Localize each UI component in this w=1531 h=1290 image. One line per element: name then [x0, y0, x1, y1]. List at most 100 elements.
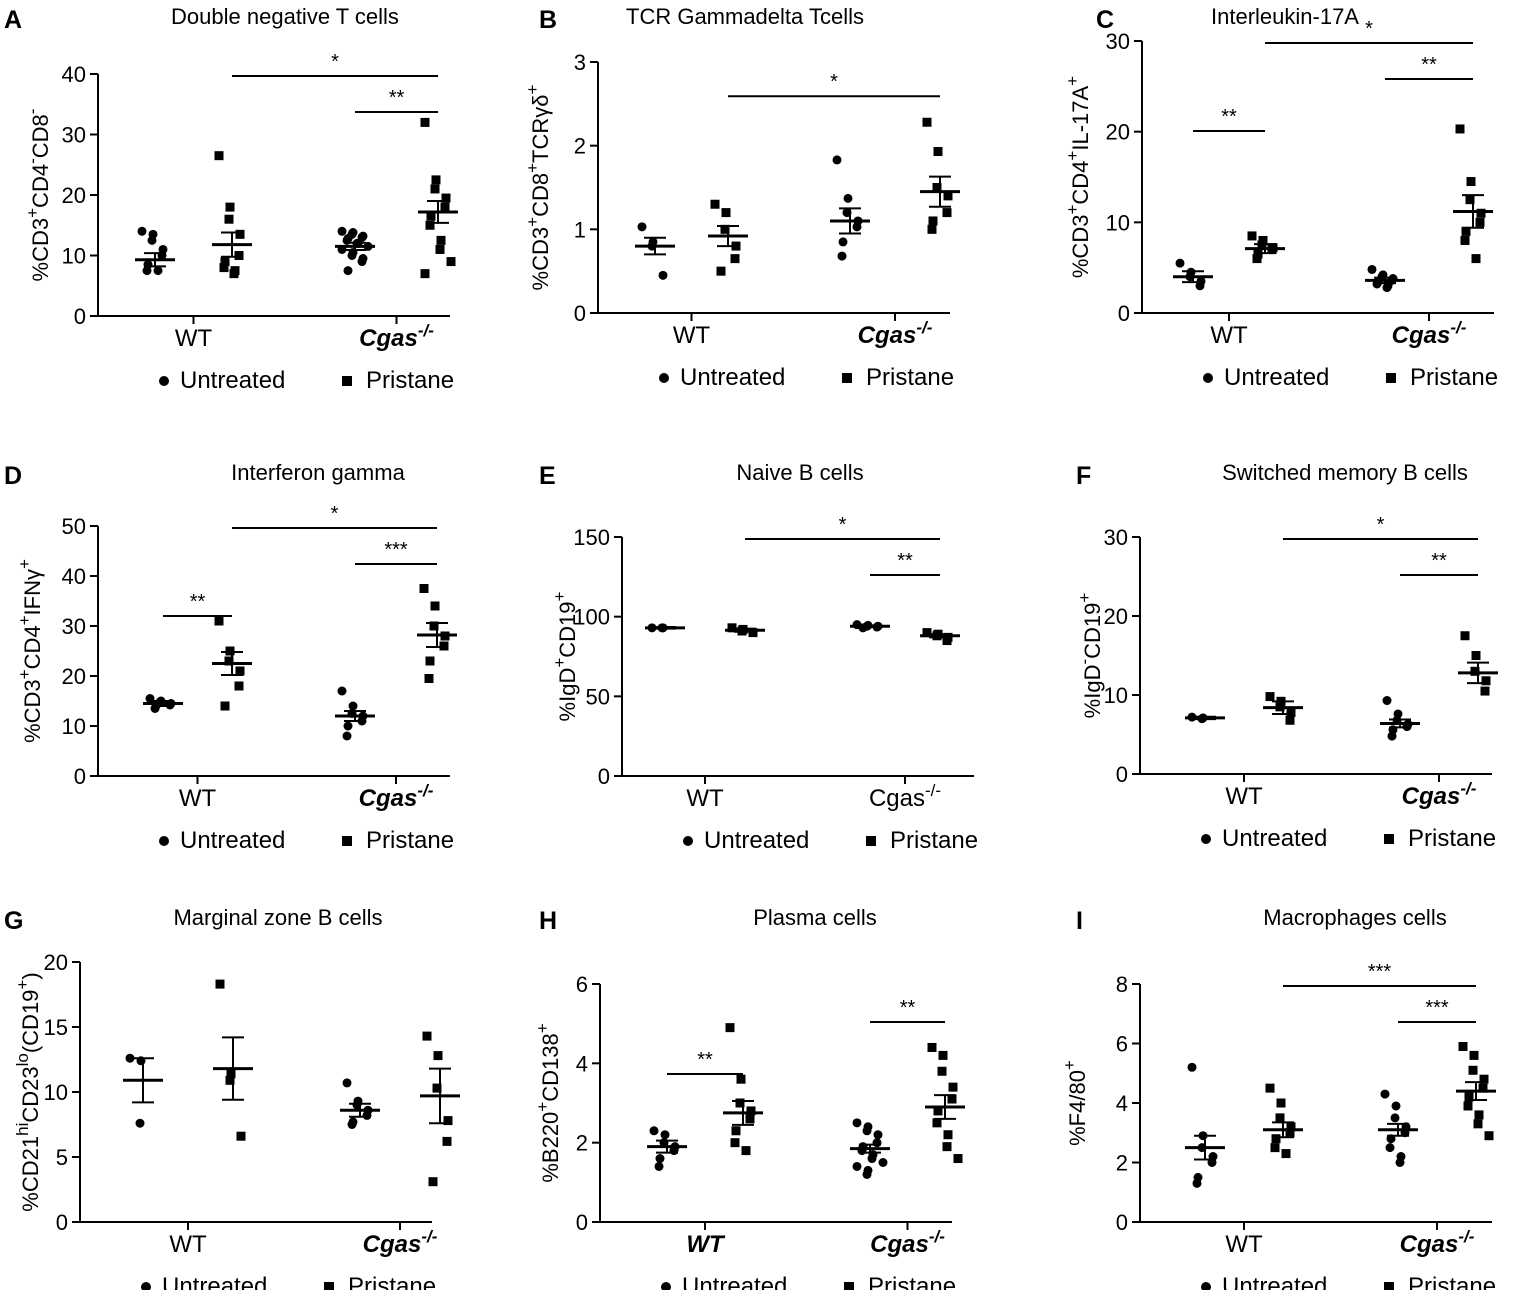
y-label-superscript: +: [550, 591, 569, 601]
data-point-pristane: [1480, 686, 1490, 696]
legend-pristane-label: Pristane: [1408, 825, 1496, 852]
data-point-untreated: [135, 1118, 145, 1128]
y-tick-label: 5: [56, 1145, 68, 1170]
y-tick-label: 6: [576, 972, 588, 997]
legend-pristane-marker: [1384, 834, 1394, 844]
panel-title: Interferon gamma: [231, 460, 405, 485]
y-tick-label: 2: [576, 1131, 588, 1156]
y-label-part: ): [18, 972, 43, 979]
y-axis-label: %IgD-CD19+: [1075, 593, 1105, 719]
data-point-pristane: [1476, 208, 1486, 218]
data-point-untreated: [137, 226, 147, 236]
y-tick-label: 20: [1104, 604, 1128, 629]
data-point-pristane: [721, 208, 731, 218]
significance-label: **: [897, 550, 913, 572]
data-point-untreated: [872, 1138, 882, 1148]
data-point-pristane: [1474, 1110, 1484, 1120]
group-label-text: Cgas: [1392, 322, 1451, 349]
panel-A: A Double negative T cells010203040%CD3+CD…: [4, 4, 458, 394]
y-label-part: CD23: [18, 1066, 43, 1122]
data-point-pristane: [234, 251, 244, 260]
legend-untreated-label: Untreated: [682, 1273, 787, 1290]
data-point-untreated: [1382, 696, 1392, 706]
data-point-pristane: [1463, 1101, 1473, 1111]
panel-title: Switched memory B cells: [1222, 460, 1468, 485]
data-point-untreated: [1387, 731, 1397, 741]
y-tick-label: 0: [74, 764, 86, 789]
y-tick-label: 6: [1116, 1032, 1128, 1057]
data-point-untreated: [658, 270, 668, 280]
data-point-pristane: [1286, 1122, 1296, 1132]
data-point-pristane: [446, 257, 456, 267]
significance-label: **: [190, 591, 206, 613]
group-label-superscript: -/-: [1460, 779, 1476, 798]
data-point-pristane: [1281, 1149, 1291, 1159]
data-point-pristane: [1473, 1119, 1483, 1129]
data-point-pristane: [1265, 692, 1275, 702]
legend-pristane-marker: [342, 836, 352, 846]
group-label: WT: [673, 322, 711, 349]
y-tick-label: 10: [44, 1080, 68, 1105]
legend-untreated-marker: [1201, 1282, 1211, 1290]
data-point-untreated: [654, 1161, 664, 1171]
data-point-untreated: [337, 226, 347, 236]
data-point-untreated: [147, 235, 157, 245]
data-point-pristane: [933, 1106, 943, 1116]
data-point-pristane: [220, 701, 230, 711]
data-point-pristane: [932, 183, 942, 192]
legend-pristane-marker: [1384, 1282, 1394, 1290]
data-point-untreated: [1390, 1113, 1400, 1123]
significance-label: ***: [1368, 961, 1392, 983]
panel-label: I: [1076, 907, 1083, 935]
data-point-pristane: [922, 628, 932, 638]
legend-pristane-label: Pristane: [866, 364, 954, 391]
y-label-part: %CD3: [1068, 215, 1093, 279]
significance-label: **: [1421, 54, 1437, 76]
legend-untreated-marker: [159, 376, 169, 386]
data-point-untreated: [1195, 281, 1205, 291]
significance-label: ***: [384, 539, 408, 561]
y-label-part: %CD3: [528, 227, 553, 291]
panel-title: Naive B cells: [736, 460, 863, 485]
data-point-pristane: [214, 151, 224, 161]
data-point-untreated: [1367, 264, 1377, 274]
y-label-part: IL-17A: [1068, 86, 1093, 151]
panel-label: F: [1076, 462, 1091, 490]
y-label-part: %CD3: [28, 218, 53, 282]
y-axis-label: %CD3+CD4-CD8-: [23, 109, 53, 282]
y-label-part: CD19: [1080, 603, 1105, 659]
data-point-pristane: [953, 1154, 963, 1164]
significance-label: *: [1365, 18, 1373, 40]
y-label-part: CD138: [538, 1033, 563, 1101]
y-label-superscript: +: [523, 85, 542, 95]
legend-pristane-label: Pristane: [1410, 364, 1498, 391]
data-point-pristane: [435, 244, 445, 254]
data-point-pristane: [235, 229, 245, 239]
data-point-pristane: [1270, 1143, 1280, 1153]
group-label-text: Cgas: [870, 1231, 929, 1258]
y-axis-label: %IgD+CD19+: [550, 591, 580, 721]
data-point-untreated: [348, 701, 358, 711]
data-point-pristane: [442, 1136, 452, 1146]
y-label-part: %IgD: [555, 668, 580, 722]
y-label-superscript: +: [1063, 205, 1082, 215]
legend-pristane-label: Pristane: [348, 1273, 436, 1290]
y-axis-label: %CD3+CD8+TCRγδ+: [523, 85, 553, 291]
data-point-pristane: [1271, 1134, 1281, 1144]
data-point-pristane: [1258, 235, 1268, 245]
group-label-superscript: -/-: [925, 781, 941, 800]
y-label-superscript: +: [1063, 76, 1082, 86]
data-point-pristane: [425, 220, 435, 230]
data-point-pristane: [932, 1118, 942, 1128]
data-point-pristane: [1275, 1113, 1285, 1123]
y-label-part: CD19: [555, 601, 580, 657]
legend-pristane-marker: [324, 1282, 334, 1290]
significance-label: **: [697, 1049, 713, 1071]
data-point-pristane: [736, 1074, 746, 1084]
y-label-superscript: +: [13, 980, 32, 990]
group-label: Cgas-/-: [858, 318, 933, 349]
y-label-superscript: +: [523, 217, 542, 227]
legend-untreated-label: Untreated: [1224, 364, 1329, 391]
y-label-superscript: lo: [13, 1053, 32, 1066]
group-label-superscript: -/-: [417, 781, 433, 800]
